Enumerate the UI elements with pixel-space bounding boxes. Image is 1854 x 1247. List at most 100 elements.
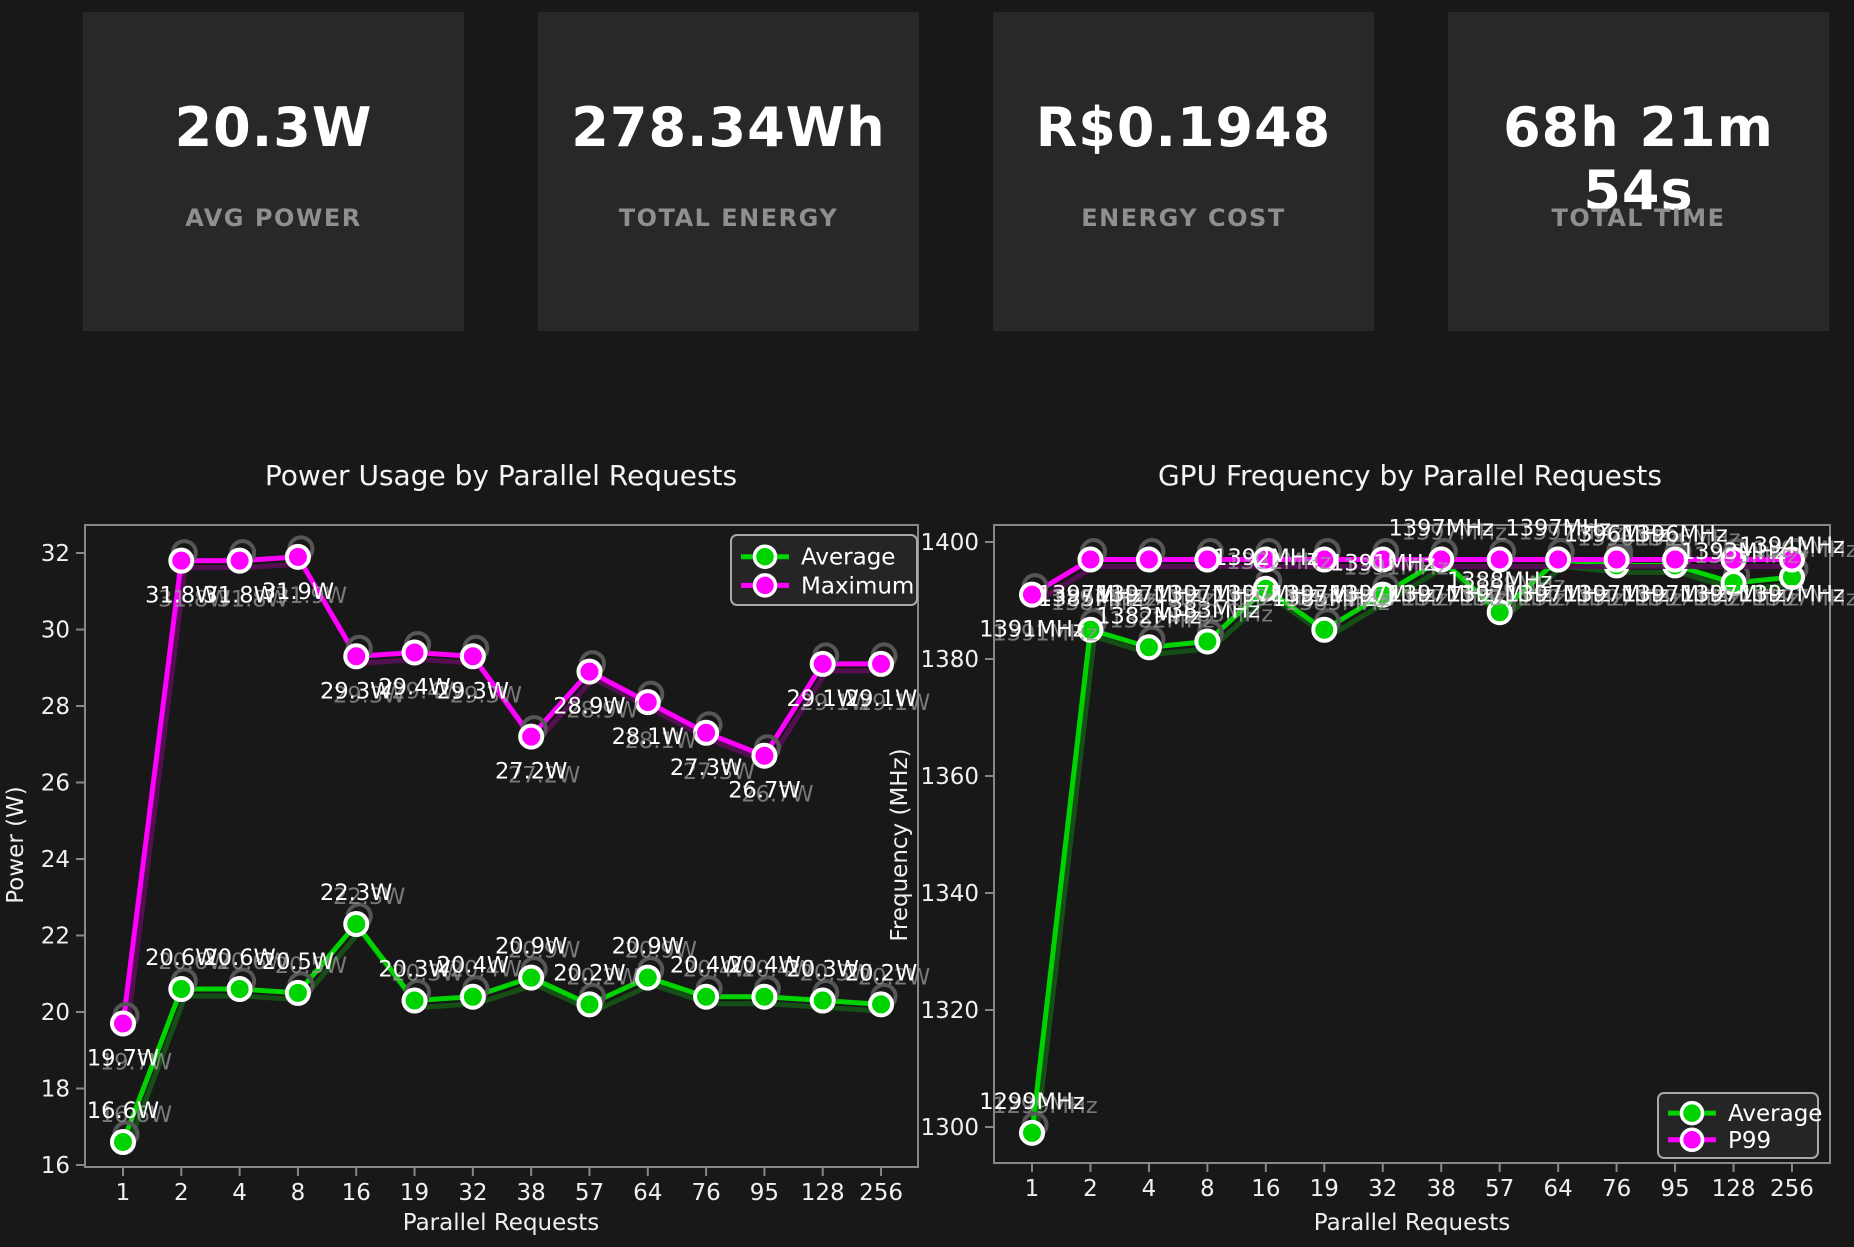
maximum-data-label-shadow: 27.3W	[683, 759, 755, 785]
x-tick-label: 128	[1712, 1176, 1756, 1202]
average-data-point	[110, 1129, 136, 1156]
average-data-label-shadow: 1397MHz	[1402, 520, 1507, 546]
average-data-label: 20.3W	[378, 957, 450, 983]
average-data-label-shadow: 20.6W	[158, 949, 230, 975]
average-data-point	[751, 983, 778, 1010]
p99-data-point	[1369, 546, 1396, 573]
maximum-data-label: 29.3W	[437, 678, 509, 704]
average-data-label: 20.6W	[203, 945, 275, 971]
x-tick-label: 16	[1251, 1176, 1280, 1202]
x-tick-label: 32	[1368, 1176, 1397, 1202]
average-data-label-shadow: 1385MHz	[1051, 590, 1156, 616]
average-data-label: 20.3W	[787, 957, 859, 983]
p99-data-point	[1311, 546, 1338, 573]
p99-data-label: 1397MHz	[1272, 582, 1377, 608]
maximum-data-label-shadow: 29.4W	[391, 678, 463, 704]
maximum-data-point	[693, 719, 720, 746]
y-tick-label: 22	[41, 924, 70, 950]
p99-data-point	[1778, 546, 1805, 573]
average-data-label: 1396MHz	[1564, 521, 1669, 547]
p99-data-label-shadow: 1397MHz	[1752, 586, 1854, 612]
p99-data-label: 1391MHz	[979, 617, 1084, 643]
p99-data-label-shadow: 1397MHz	[1518, 586, 1623, 612]
average-data-label-shadow: 1299MHz	[992, 1093, 1097, 1119]
maximum-data-label-shadow: 26.7W	[741, 782, 813, 808]
average-data-label: 1396MHz	[1622, 521, 1727, 547]
maximum-data-label-shadow: 28.1W	[625, 728, 697, 754]
y-tick-label: 1340	[920, 881, 979, 907]
average-data-point	[1311, 616, 1338, 643]
stats-cards-row: 20.3W AVG POWER 278.34Wh TOTAL ENERGY R$…	[83, 12, 1829, 331]
p99-data-point	[1194, 546, 1221, 573]
p99-data-label-shadow: 1397MHz	[1577, 586, 1682, 612]
maximum-data-label: 31.9W	[262, 579, 334, 605]
p99-data-label: 1397MHz	[1622, 582, 1727, 608]
maximum-data-label: 28.1W	[612, 724, 684, 750]
p99-data-label: 1397MHz	[1038, 582, 1143, 608]
average-data-label: 1391MHz	[1330, 551, 1435, 577]
y-tick-label: 30	[41, 618, 70, 644]
average-data-label: 1385MHz	[1038, 586, 1143, 612]
legend-marker-average	[752, 544, 778, 569]
stat-card-avg-power: 20.3W AVG POWER	[83, 12, 464, 331]
legend-label-average: Average	[801, 545, 895, 571]
x-tick-label: 38	[1427, 1176, 1456, 1202]
maximum-data-label: 26.7W	[728, 778, 800, 804]
maximum-data-label: 29.1W	[845, 686, 917, 712]
stat-label-total-energy: TOTAL ENERGY	[618, 204, 839, 232]
average-data-label-shadow: 1396MHz	[1577, 525, 1682, 551]
maximum-data-label-shadow: 31.8W	[216, 587, 288, 613]
average-data-label: 20.4W	[728, 953, 800, 979]
average-data-label-shadow: 20.6W	[216, 949, 288, 975]
y-tick-label: 1400	[920, 530, 979, 556]
maximum-data-label-shadow: 29.3W	[333, 682, 405, 708]
maximum-data-label-shadow: 29.3W	[450, 682, 522, 708]
legend-marker-maximum	[752, 573, 778, 598]
x-tick-label: 256	[859, 1180, 903, 1206]
average-data-label-shadow: 1393MHz	[1694, 543, 1799, 569]
average-data-label: 20.4W	[670, 953, 742, 979]
p99-data-label: 1397MHz	[1213, 582, 1318, 608]
p99-data-label-shadow: 1397MHz	[1402, 586, 1507, 612]
stat-label-energy-cost: ENERGY COST	[1081, 204, 1286, 232]
p99-data-label: 1397MHz	[1096, 582, 1201, 608]
average-data-label-shadow: 20.5W	[275, 953, 347, 979]
stat-value-avg-power: 20.3W	[174, 96, 373, 159]
y-tick-label: 18	[41, 1077, 70, 1103]
legend-label-maximum: Maximum	[801, 573, 914, 599]
maximum-data-label: 29.3W	[320, 678, 392, 704]
maximum-data-point	[226, 547, 253, 574]
y-tick-label: 24	[41, 847, 70, 873]
average-data-label-shadow: 1397MHz	[1518, 520, 1623, 546]
stat-value-total-time: 68h 21m 54s	[1503, 96, 1774, 222]
y-tick-label: 1360	[920, 764, 979, 790]
maximum-data-point	[634, 689, 661, 716]
x-tick-label: 32	[458, 1180, 487, 1206]
x-tick-label: 2	[174, 1180, 189, 1206]
average-data-label: 16.6W	[87, 1098, 159, 1124]
average-data-label-shadow: 1382MHz	[1109, 607, 1214, 633]
stat-label-avg-power: AVG POWER	[185, 204, 362, 232]
average-data-point	[1135, 634, 1162, 661]
maximum-data-label-shadow: 29.1W	[800, 690, 872, 716]
x-axis-label: Parallel Requests	[403, 1210, 600, 1236]
x-tick-label: 1	[1025, 1176, 1040, 1202]
average-data-label-shadow: 16.6W	[100, 1102, 172, 1128]
average-data-label: 1397MHz	[1505, 516, 1610, 542]
x-tick-label: 64	[633, 1180, 662, 1206]
x-tick-label: 128	[801, 1180, 845, 1206]
average-data-label-shadow: 20.2W	[566, 964, 638, 990]
maximum-data-label: 27.2W	[495, 759, 567, 785]
legend-marker-average	[1679, 1100, 1705, 1126]
average-data-point	[284, 979, 311, 1006]
average-data-label-shadow: 20.4W	[450, 957, 522, 983]
average-data-label-shadow: 20.9W	[508, 938, 580, 964]
maximum-data-point	[110, 1010, 136, 1037]
y-tick-label: 16	[41, 1153, 70, 1179]
x-tick-label: 256	[1770, 1176, 1814, 1202]
average-data-label: 20.9W	[495, 934, 567, 960]
p99-data-point	[1077, 546, 1104, 573]
average-data-label-shadow: 1396MHz	[1635, 525, 1740, 551]
y-axis-label: Frequency (MHz)	[887, 748, 913, 941]
average-data-point	[343, 911, 370, 938]
